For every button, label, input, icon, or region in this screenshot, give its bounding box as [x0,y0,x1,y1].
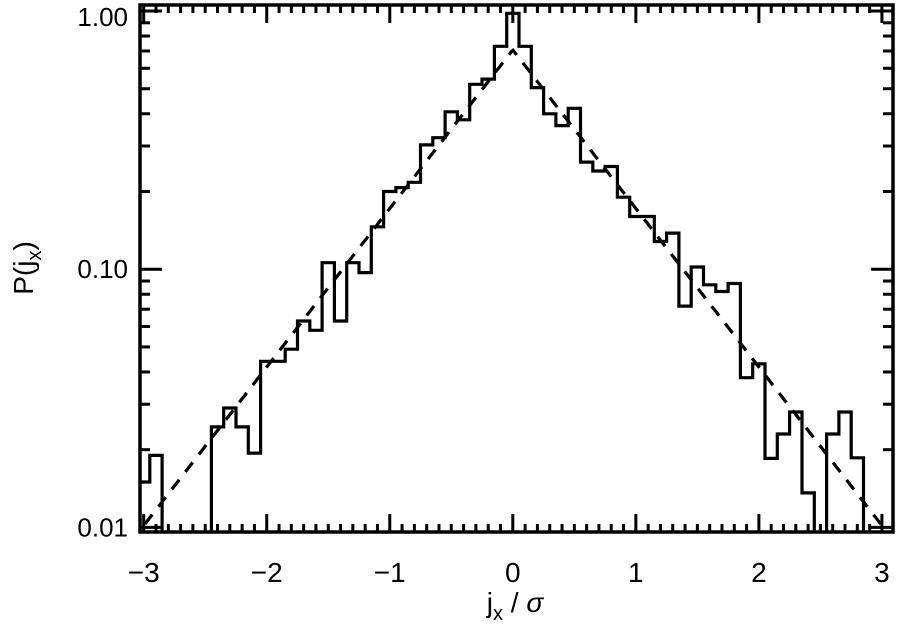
y-tick-label: 0.01 [77,512,128,542]
x-tick-label: 0 [505,557,521,588]
x-tick-label: −2 [251,557,283,588]
histogram-line [140,11,866,532]
x-tick-label: 3 [874,557,890,588]
x-tick-label: −1 [374,557,406,588]
y-tick-label: 1.00 [77,2,128,32]
y-tick-label: 0.10 [77,254,128,284]
x-tick-labels: −3 −2 −1 0 1 2 3 [128,557,890,588]
x-axis-label: jx / σ [486,587,545,625]
plot-frame [138,3,895,534]
x-tick-label: 2 [751,557,767,588]
fit-line [140,48,889,532]
y-axis-label: P(jx) [8,241,46,295]
x-tick-label: −3 [128,557,160,588]
y-tick-labels: 0.01 0.10 1.00 [77,2,128,542]
x-tick-label: 1 [628,557,644,588]
